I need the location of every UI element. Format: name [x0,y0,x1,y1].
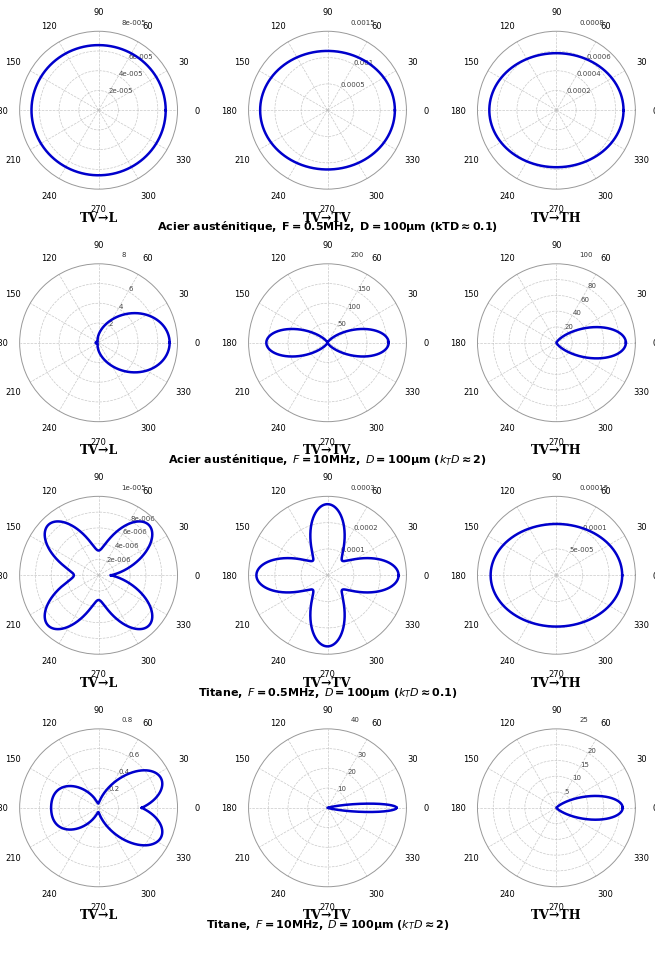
Text: 25: 25 [579,717,588,722]
Text: 0.8: 0.8 [121,717,133,722]
Text: $\mathbf{Titane,}$ $\mathbf{\mathit{F}}$$\mathbf{=10MHz,}$ $\mathbf{\mathit{D}}$: $\mathbf{Titane,}$ $\mathbf{\mathit{F}}$… [206,917,449,931]
Title: TV→L: TV→L [79,676,118,689]
Text: 100: 100 [579,253,593,258]
Title: TV→TV: TV→TV [303,212,352,225]
Title: TV→TV: TV→TV [303,444,352,456]
Title: TV→TV: TV→TV [303,676,352,689]
Text: 8: 8 [121,253,126,258]
Text: 40: 40 [350,717,359,722]
Text: 0.0015: 0.0015 [350,20,375,26]
Text: 200: 200 [350,253,364,258]
Title: TV→TH: TV→TH [531,908,582,922]
Text: 1e-005: 1e-005 [121,484,146,491]
Text: $\mathbf{Acier\ aust\acute{e}nitique,\ F=0.5MHz,\ D=100\mu m\ (kTD\approx0.1)}$: $\mathbf{Acier\ aust\acute{e}nitique,\ F… [157,219,498,235]
Title: TV→TH: TV→TH [531,676,582,689]
Title: TV→L: TV→L [79,444,118,456]
Text: 0.0008: 0.0008 [579,20,604,26]
Text: $\mathbf{Acier\ aust\acute{e}nitique,}$ $\mathbf{\mathit{F}}$$\mathbf{=10MHz,}$ : $\mathbf{Acier\ aust\acute{e}nitique,}$ … [168,452,487,467]
Title: TV→L: TV→L [79,212,118,225]
Text: 8e-005: 8e-005 [121,20,146,26]
Title: TV→TV: TV→TV [303,908,352,922]
Title: TV→TH: TV→TH [531,444,582,456]
Title: TV→L: TV→L [79,908,118,922]
Text: $\mathbf{Titane,}$ $\mathbf{\mathit{F}}$$\mathbf{=0.5MHz,}$ $\mathbf{\mathit{D}}: $\mathbf{Titane,}$ $\mathbf{\mathit{F}}$… [198,685,457,699]
Text: 0.00015: 0.00015 [579,484,608,491]
Text: 0.0003: 0.0003 [350,484,375,491]
Title: TV→TH: TV→TH [531,212,582,225]
